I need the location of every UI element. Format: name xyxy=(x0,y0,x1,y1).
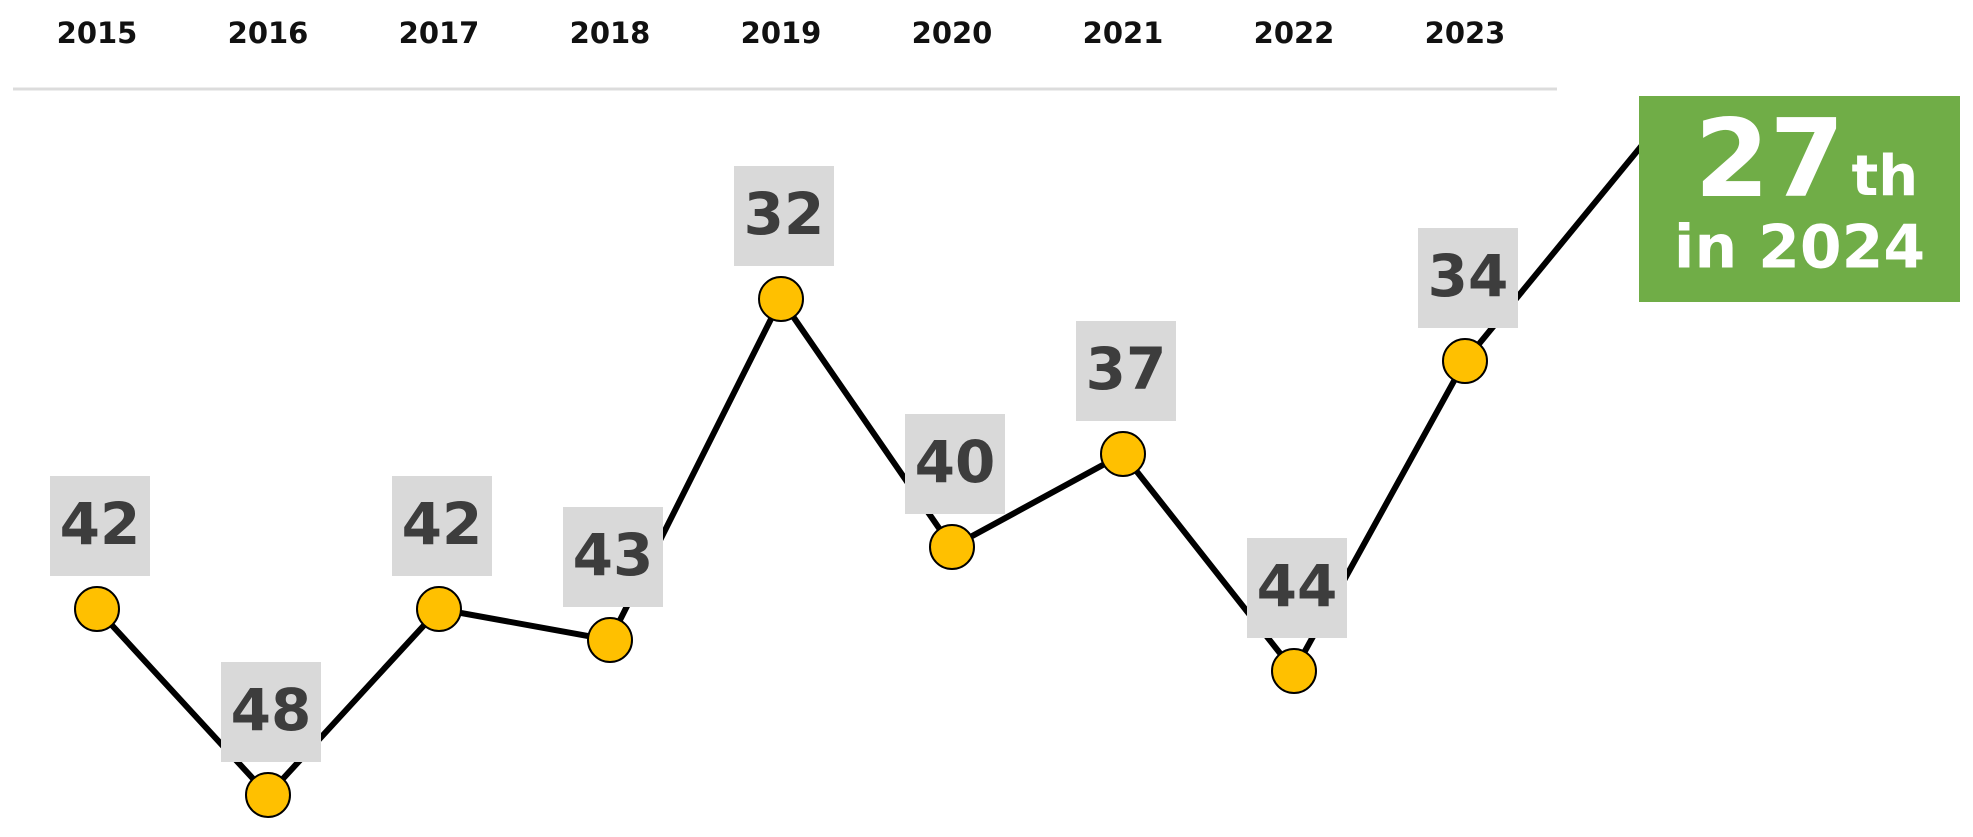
point xyxy=(1100,431,1146,477)
value-label: 37 xyxy=(1086,335,1167,403)
x-tick-label: 2017 xyxy=(399,16,480,50)
x-tick-label: 2021 xyxy=(1083,16,1164,50)
callout-suffix: th xyxy=(1852,144,1919,209)
callout-box xyxy=(1639,96,1960,302)
value-label: 34 xyxy=(1428,242,1509,310)
point xyxy=(245,772,291,818)
value-label-box xyxy=(50,476,150,576)
point xyxy=(1271,648,1317,694)
point xyxy=(74,586,120,632)
point xyxy=(587,617,633,663)
x-tick-label: 2023 xyxy=(1425,16,1506,50)
point xyxy=(758,276,804,322)
value-label-box xyxy=(392,476,492,576)
value-label-box xyxy=(1076,321,1176,421)
point xyxy=(929,524,975,570)
value-label-box xyxy=(905,414,1005,514)
x-tick-label: 2018 xyxy=(570,16,651,50)
value-label-box xyxy=(1418,228,1518,328)
x-tick-label: 2020 xyxy=(912,16,993,50)
value-label-box xyxy=(1247,538,1347,638)
value-label-box xyxy=(221,662,321,762)
value-label: 32 xyxy=(744,180,825,248)
value-label: 43 xyxy=(573,521,654,589)
value-label-box xyxy=(563,507,663,607)
point xyxy=(1442,338,1488,384)
value-label-box xyxy=(734,166,834,266)
value-label: 42 xyxy=(60,490,141,558)
value-label: 42 xyxy=(402,490,483,558)
x-tick-label: 2015 xyxy=(57,16,138,50)
value-label: 44 xyxy=(1257,552,1338,620)
x-tick-label: 2016 xyxy=(228,16,309,50)
callout-rank: 27 xyxy=(1694,97,1844,222)
x-tick-label: 2019 xyxy=(741,16,822,50)
point xyxy=(416,586,462,632)
value-label: 48 xyxy=(231,676,312,744)
callout-text: in 2024 xyxy=(1674,213,1925,283)
x-tick-label: 2022 xyxy=(1254,16,1335,50)
value-label: 40 xyxy=(915,428,996,496)
